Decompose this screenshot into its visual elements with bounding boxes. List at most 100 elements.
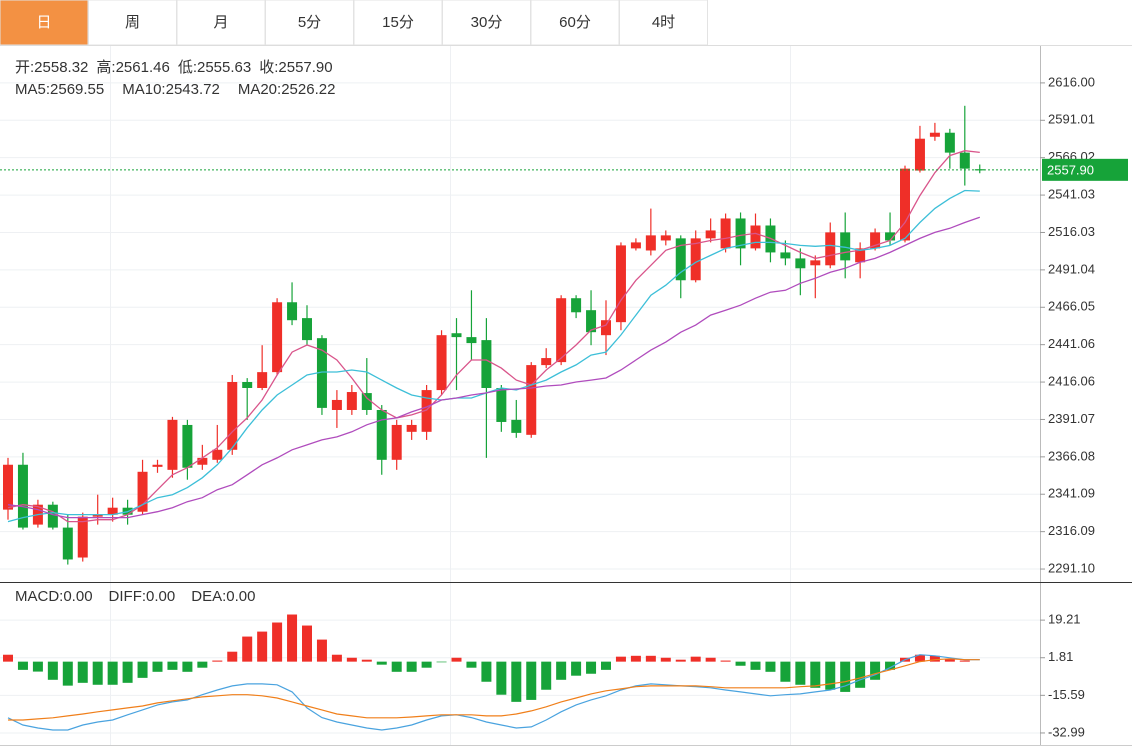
legend-text: MA20: xyxy=(238,81,281,98)
macd-bar xyxy=(586,661,597,674)
macd-bar xyxy=(615,656,626,662)
macd-bar xyxy=(780,661,791,682)
candle-body xyxy=(526,365,537,435)
y-tick-label: 2316.09 xyxy=(1048,523,1095,538)
candle-body xyxy=(601,320,611,336)
legend-text: MA10: xyxy=(122,81,165,98)
legend-text: 2561.46 xyxy=(116,59,170,76)
candle-body xyxy=(197,457,208,465)
macd-bar xyxy=(361,659,372,662)
macd-bar xyxy=(316,639,327,662)
macd-bar xyxy=(810,661,821,688)
tab-label[interactable]: 5分 xyxy=(298,14,321,31)
candle-body xyxy=(376,409,387,460)
macd-bar xyxy=(47,661,58,680)
legend-text: 2543.72 xyxy=(166,81,220,98)
candle-body xyxy=(750,225,761,249)
macd-bar xyxy=(601,661,611,670)
legend-text: 高: xyxy=(96,59,115,76)
candle-body xyxy=(795,258,806,269)
candle-body xyxy=(586,310,597,333)
candle-body xyxy=(47,504,58,528)
macd-bar xyxy=(795,661,806,685)
candle-body xyxy=(735,218,746,249)
macd-bar xyxy=(302,625,312,662)
macd-bar xyxy=(705,657,716,662)
macd-bar xyxy=(571,661,582,676)
macd-bar xyxy=(421,661,432,668)
macd-bar xyxy=(556,661,567,680)
macd-bar xyxy=(825,661,836,690)
macd-bar xyxy=(481,661,492,682)
macd-bar xyxy=(3,654,13,662)
macd-bar xyxy=(182,661,193,672)
tab-label[interactable]: 日 xyxy=(36,14,51,31)
macd-bar xyxy=(242,636,253,662)
candle-body xyxy=(466,337,477,344)
macd-bar xyxy=(167,661,178,670)
tab-label[interactable]: 30分 xyxy=(471,14,503,31)
candle-body xyxy=(974,169,985,171)
y-tick-label: 2341.09 xyxy=(1048,486,1095,501)
candle-body xyxy=(182,424,193,468)
candle-body xyxy=(302,318,312,341)
legend-text: 2526.22 xyxy=(281,81,335,98)
y-tick-label: 2541.03 xyxy=(1048,187,1095,202)
macd-bar xyxy=(391,661,402,672)
candle-body xyxy=(107,507,118,515)
tab[interactable] xyxy=(530,0,620,46)
tab-label[interactable]: 周 xyxy=(125,14,140,31)
macd-bar xyxy=(526,661,537,700)
tab-bar: 日 周 月 5分 15分 30分 60分 4时 xyxy=(0,0,708,46)
macd-bar xyxy=(77,661,88,683)
tab[interactable] xyxy=(353,0,443,46)
tab[interactable] xyxy=(88,0,177,46)
candle-body xyxy=(630,242,641,249)
candle-body xyxy=(451,333,462,338)
tab-label[interactable]: 月 xyxy=(213,14,228,31)
macd-bar xyxy=(735,661,746,666)
macd-bar xyxy=(840,661,851,692)
macd-bar xyxy=(959,660,970,662)
macd-bar xyxy=(511,661,522,702)
candle-body xyxy=(436,335,447,391)
macd-bar xyxy=(92,661,103,685)
macd-line xyxy=(8,658,980,721)
candle-body xyxy=(541,358,552,366)
candle-body xyxy=(660,235,671,241)
tab-label[interactable]: 60分 xyxy=(559,14,591,31)
tab[interactable] xyxy=(265,0,354,46)
macd-bar xyxy=(929,655,940,662)
macd-bar xyxy=(436,661,447,663)
macd-bar xyxy=(720,660,731,662)
candle-body xyxy=(885,232,896,241)
candle-body xyxy=(855,248,866,263)
tab[interactable] xyxy=(619,0,708,46)
candle-body xyxy=(167,419,178,470)
macd-bar xyxy=(451,657,462,662)
y-tick-label: 2291.10 xyxy=(1048,560,1095,575)
ma-line xyxy=(7,216,981,519)
tab-label[interactable]: 4时 xyxy=(652,14,675,31)
last-price-label: 2557.90 xyxy=(1047,162,1094,177)
macd-bar xyxy=(944,658,955,662)
macd-bar xyxy=(376,661,387,665)
macd-bar xyxy=(122,661,133,683)
candle-body xyxy=(137,471,148,512)
tab-label[interactable]: 15分 xyxy=(382,14,414,31)
last-price-box xyxy=(1042,158,1128,181)
candle-body xyxy=(257,372,268,388)
y-tick-label: -15.59 xyxy=(1048,687,1085,702)
candle-body xyxy=(825,232,836,266)
candle-body xyxy=(316,338,327,408)
candle-body xyxy=(3,464,13,510)
macd-bar xyxy=(690,656,701,662)
y-tick-label: 2391.07 xyxy=(1048,411,1095,426)
macd-bar xyxy=(870,661,881,680)
candle-body xyxy=(840,232,851,261)
legend-text: 2558.32 xyxy=(34,59,88,76)
macd-bar xyxy=(466,661,477,668)
macd-bar xyxy=(62,661,73,686)
candle-body xyxy=(62,527,73,560)
